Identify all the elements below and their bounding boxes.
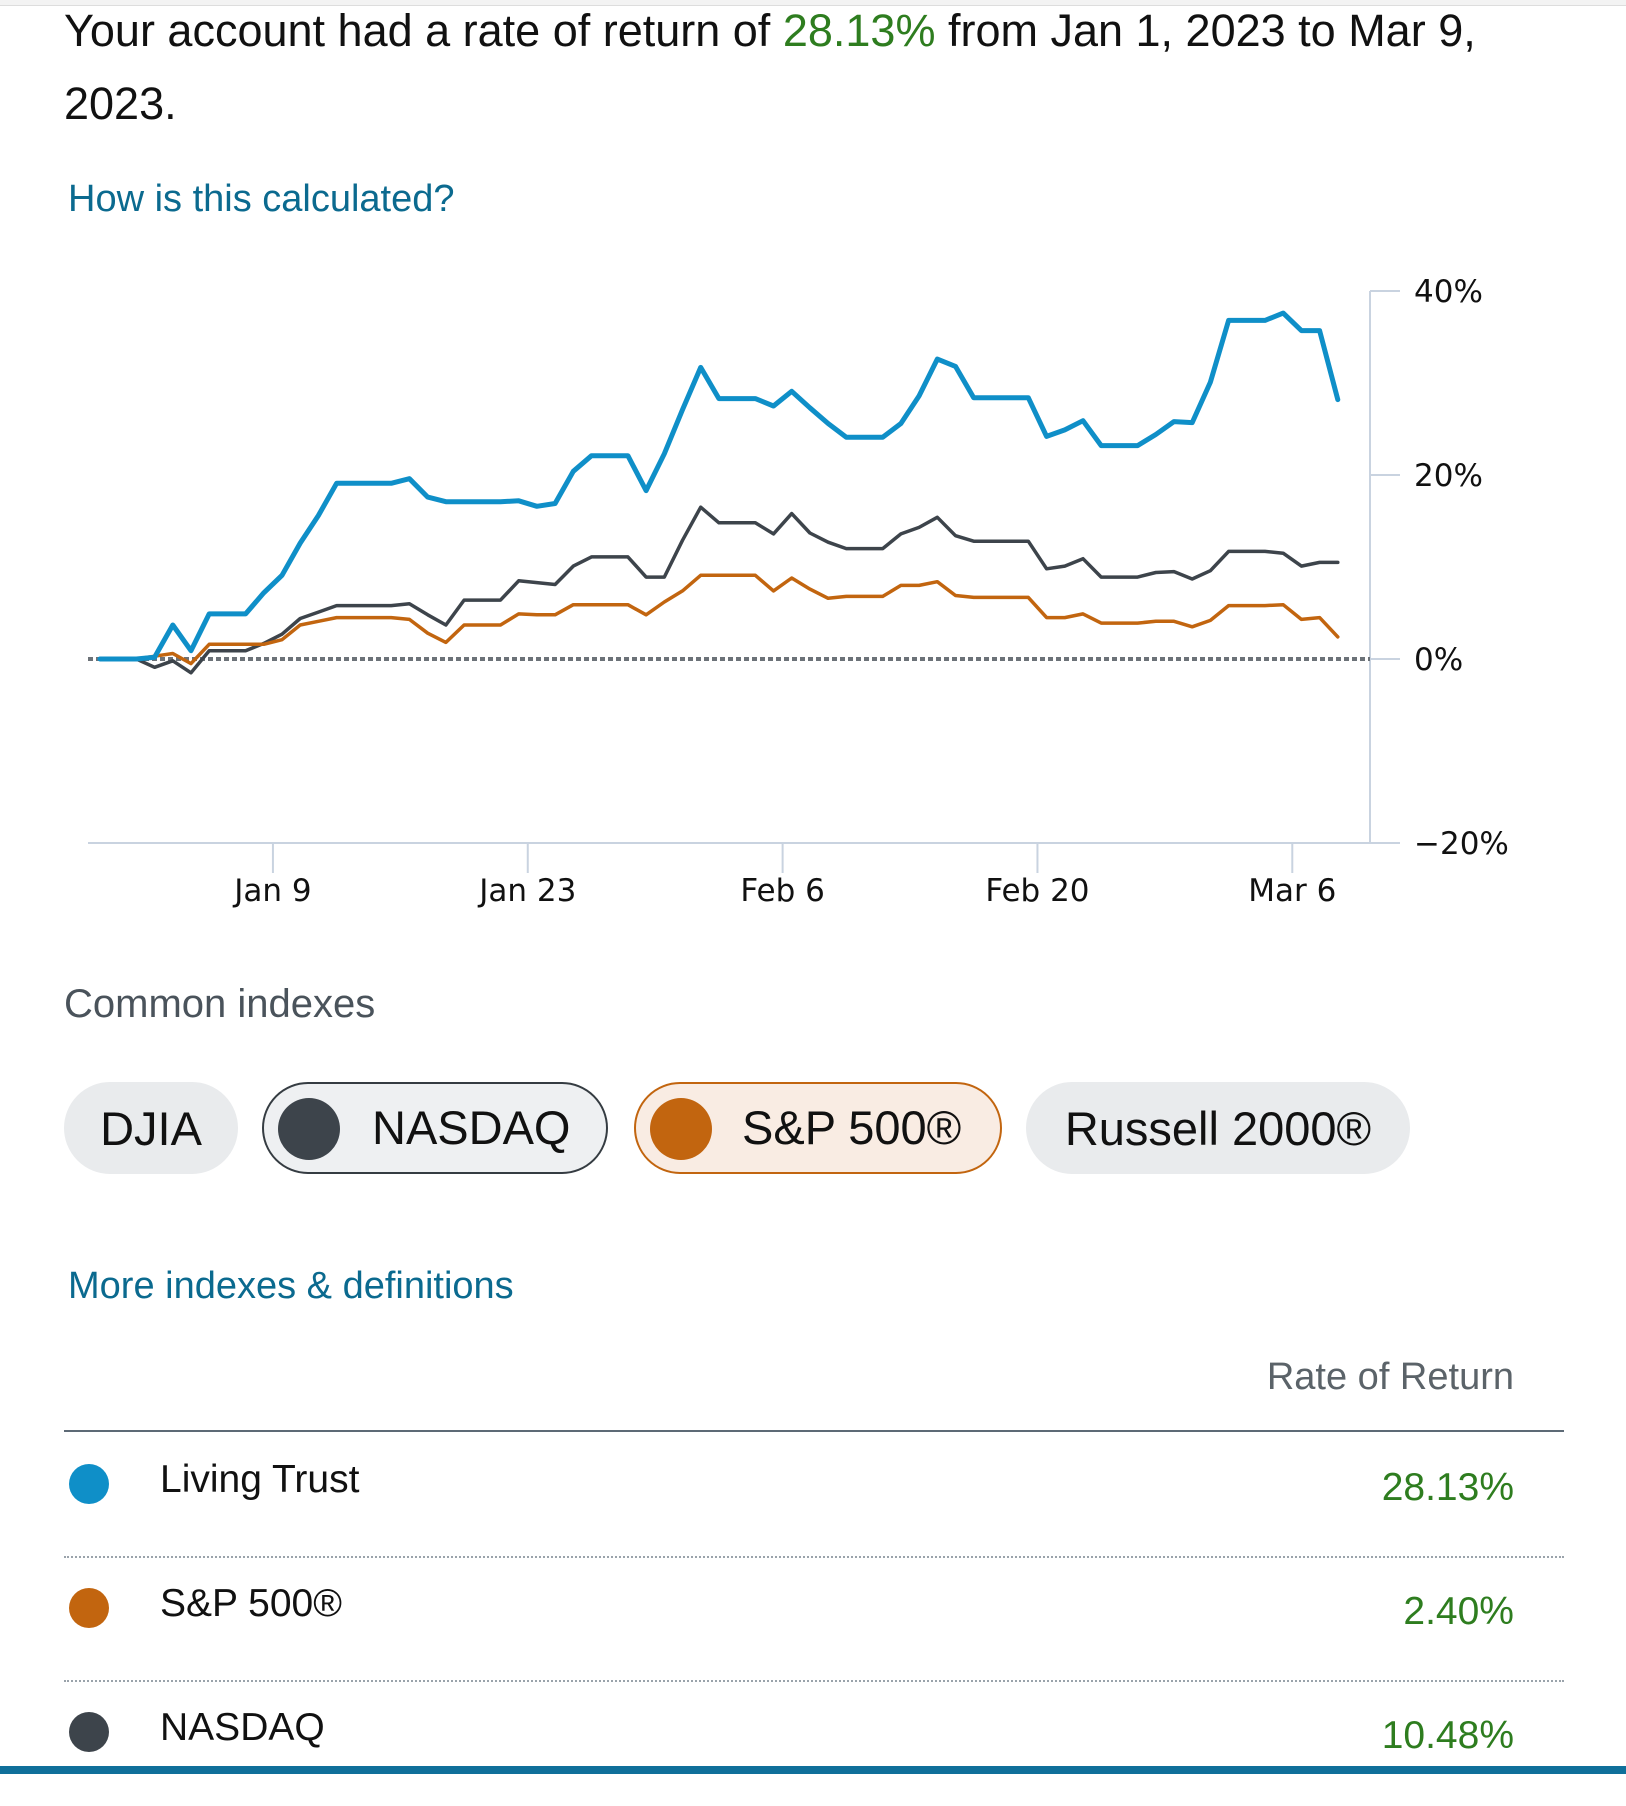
chart-axes: 40% 20% 0% −20% Jan 9 Jan 23 Feb 6 Feb 20 Mar 6 [88,274,1509,909]
table-row: S&P 500® 2.40% [64,1558,1564,1682]
series-line-living-trust [97,310,1341,662]
row-name: Living Trust [160,1458,360,1501]
chip-sp500-label: S&P 500® [742,1101,962,1154]
series-line-nasdaq [98,505,1340,675]
row-value: 28.13% [1381,1466,1514,1509]
row-divider [64,1556,1564,1558]
nasdaq-dot [69,1712,109,1752]
table-row: NASDAQ 10.48% [64,1682,1564,1806]
sp500-color-dot [650,1098,712,1160]
x-tick-label: Jan 23 [477,873,576,909]
chip-russell-2000[interactable]: Russell 2000® [1026,1082,1410,1174]
sp500-dot [69,1588,109,1628]
row-divider [64,1680,1564,1682]
chip-russell-label: Russell 2000® [1064,1101,1372,1155]
nasdaq-color-dot [278,1098,340,1160]
table-row: Living Trust 28.13% [64,1434,1564,1558]
row-value: 10.48% [1381,1714,1514,1757]
chip-djia[interactable]: DJIA [64,1082,238,1174]
summary-rate: 28.13% [782,5,936,56]
more-indexes-link[interactable]: More indexes & definitions [68,1265,514,1307]
chart-series [97,310,1341,675]
chip-nasdaq[interactable]: NASDAQ [262,1082,608,1174]
chip-nasdaq-label: NASDAQ [372,1101,571,1154]
how-calculated-link[interactable]: How is this calculated? [68,178,455,220]
return-summary: Your account had a rate of return of 28.… [64,0,1564,140]
y-tick-label: 0% [1414,642,1463,678]
y-tick-label: 20% [1414,458,1483,494]
summary-prefix: Your account had a rate of return of [64,5,783,56]
table-header-rule [64,1430,1564,1432]
bottom-accent-bar [0,1766,1626,1774]
y-tick-label: −20% [1414,826,1509,862]
chip-djia-label: DJIA [100,1101,202,1155]
summary-suffix: from Jan 1, 2023 to Mar 9, 2023. [64,5,1476,129]
x-tick-label: Jan 9 [232,873,311,909]
row-name: NASDAQ [160,1706,325,1749]
row-name: S&P 500® [160,1582,342,1625]
performance-chart: 40% 20% 0% −20% Jan 9 Jan 23 Feb 6 Feb 20 Mar 6 [88,274,1509,909]
y-tick-label: 40% [1414,274,1483,310]
living-trust-dot [69,1464,109,1504]
row-value: 2.40% [1403,1590,1514,1633]
x-tick-label: Feb 6 [740,873,824,909]
x-tick-label: Feb 20 [985,873,1089,909]
series-line-s-p-500- [98,573,1340,666]
x-tick-label: Mar 6 [1248,873,1336,909]
chip-sp500[interactable]: S&P 500® [634,1082,1002,1174]
top-edge [0,0,1626,6]
common-indexes-label: Common indexes [64,982,376,1026]
rate-of-return-header: Rate of Return [1266,1356,1514,1398]
